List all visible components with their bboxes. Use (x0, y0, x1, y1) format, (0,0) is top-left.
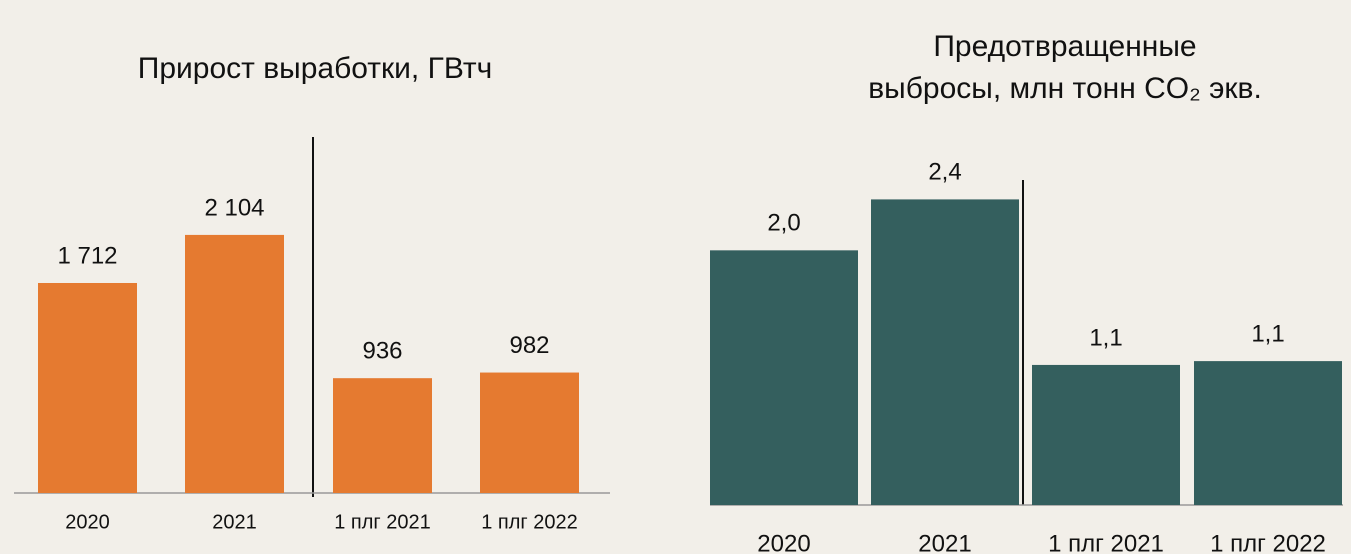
x-tick-label: 2021 (918, 530, 971, 554)
chart-title: Прирост выработки, ГВтч (138, 52, 492, 85)
x-tick-label: 1 плг 2022 (481, 511, 578, 533)
bar (871, 199, 1019, 505)
x-tick-label: 1 плг 2021 (1048, 530, 1164, 554)
chart-title: Предотвращенные (933, 30, 1196, 63)
value-label: 2,0 (767, 210, 800, 237)
value-label: 936 (362, 338, 402, 365)
x-tick-label: 1 плг 2021 (334, 511, 431, 533)
x-tick-label: 2020 (757, 530, 810, 554)
x-tick-label: 2021 (212, 511, 257, 533)
bar (710, 250, 858, 505)
bar (480, 372, 579, 493)
value-label: 1 712 (57, 242, 117, 269)
value-label: 2,4 (928, 159, 961, 186)
bar (1032, 364, 1180, 505)
x-tick-label: 1 плг 2022 (1210, 530, 1326, 554)
bar (38, 282, 137, 493)
value-label: 1,1 (1089, 324, 1122, 351)
bar (185, 234, 284, 493)
value-label: 2 104 (204, 194, 264, 221)
value-label: 982 (509, 332, 549, 359)
bar (333, 378, 432, 493)
bar (1194, 361, 1342, 505)
chart-title: выбросы, млн тонн CO₂ экв. (868, 72, 1262, 105)
x-tick-label: 2020 (65, 511, 110, 533)
value-label: 1,1 (1251, 320, 1284, 347)
